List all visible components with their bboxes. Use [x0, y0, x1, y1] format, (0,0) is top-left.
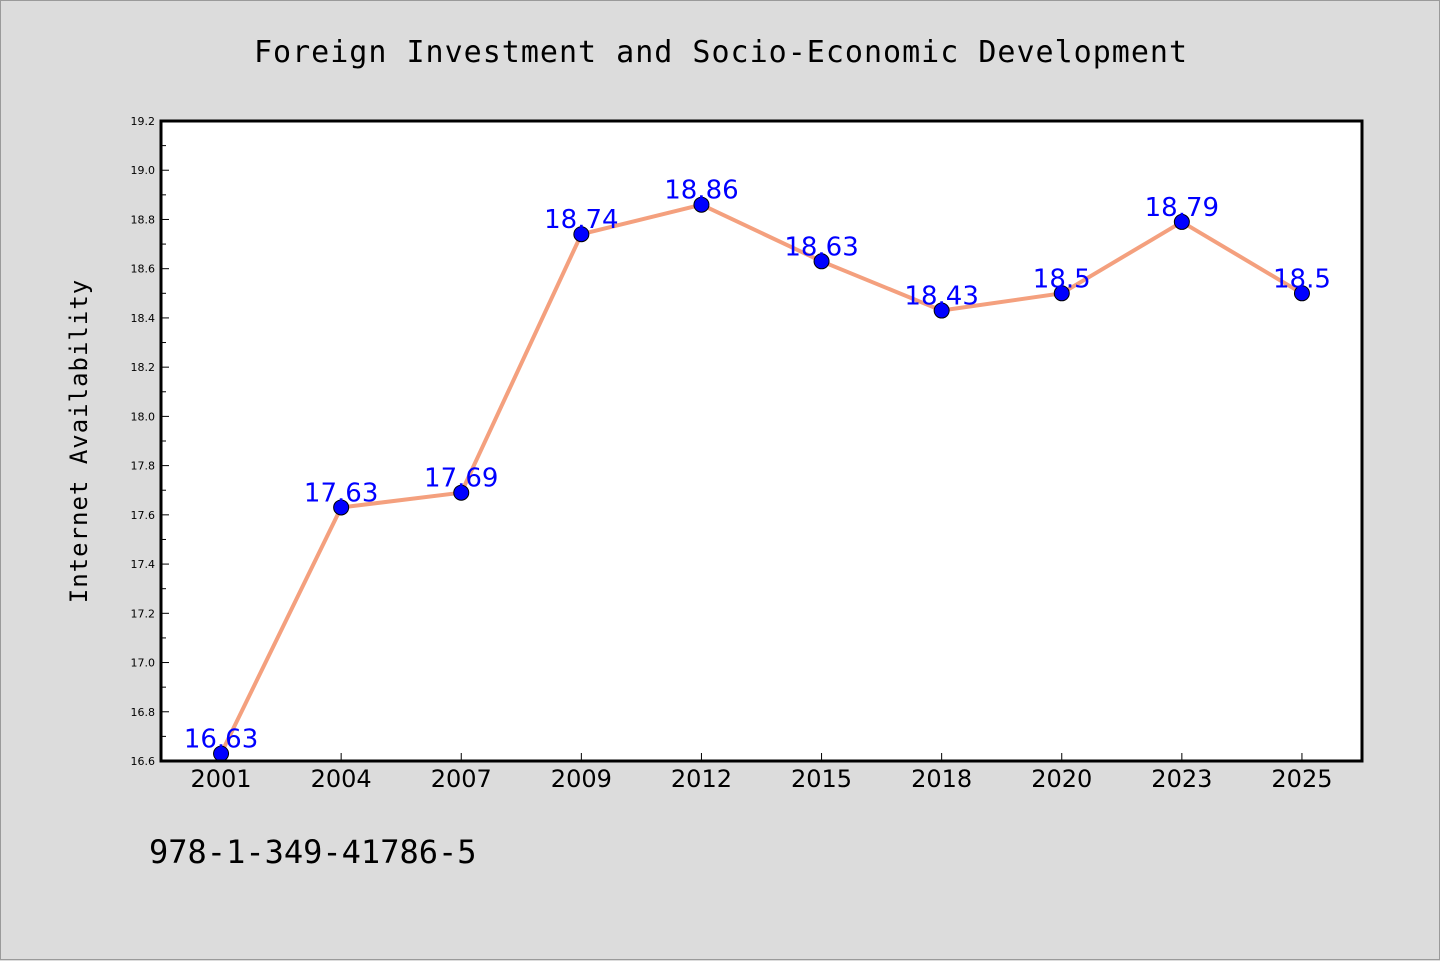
data-point [453, 484, 470, 501]
series-line [219, 202, 1303, 755]
y-tick-label: 18.8 [131, 213, 156, 226]
data-point [813, 253, 830, 270]
data-label: 18.74 [544, 205, 618, 235]
y-tick-label: 19.0 [131, 164, 156, 177]
x-tick-label: 2018 [911, 765, 972, 793]
x-tick-label: 2025 [1271, 765, 1332, 793]
data-label: 17.69 [424, 464, 498, 494]
data-point [693, 196, 710, 213]
x-tick-label: 2001 [191, 765, 252, 793]
x-tick-label: 2020 [1031, 765, 1092, 793]
data-label: 18.79 [1145, 193, 1219, 223]
x-tick-label: 2009 [551, 765, 612, 793]
y-tick-label: 18.2 [131, 361, 156, 374]
chart-title: Foreign Investment and Socio-Economic De… [253, 35, 1188, 70]
y-tick-label: 16.8 [131, 706, 156, 719]
y-axis-label: Internet Availability [65, 279, 93, 603]
y-tick-label: 17.8 [131, 460, 156, 473]
data-label: 17.63 [304, 478, 378, 508]
data-label: 18.5 [1273, 264, 1331, 294]
y-tick-label: 18.6 [131, 263, 156, 276]
y-tick-label: 19.2 [131, 115, 156, 128]
data-label: 16.63 [184, 725, 258, 755]
y-tick-label: 16.6 [131, 755, 156, 768]
plot-border [159, 119, 1364, 763]
data-point [573, 226, 590, 243]
y-tick-label: 18.0 [131, 410, 156, 423]
y-tick-label: 18.4 [131, 312, 156, 325]
data-point [1173, 213, 1190, 230]
data-label: 18.43 [904, 282, 978, 312]
data-label: 18.63 [784, 232, 858, 262]
isbn-text: 978-1-349-41786-5 [149, 833, 477, 871]
x-tick-label: 2004 [311, 765, 372, 793]
data-label: 18.86 [664, 176, 738, 206]
x-tick-label: 2023 [1151, 765, 1212, 793]
y-tick-label: 17.2 [131, 607, 156, 620]
data-point [1053, 285, 1070, 302]
plot-area [161, 121, 1362, 761]
y-tick-label: 17.0 [131, 657, 156, 670]
data-point [333, 499, 350, 516]
y-tick-label: 17.6 [131, 509, 156, 522]
x-tick-label: 2012 [671, 765, 732, 793]
x-tick-label: 2015 [791, 765, 852, 793]
data-point [1293, 285, 1310, 302]
data-point [933, 302, 950, 319]
y-tick-label: 17.4 [131, 558, 156, 571]
data-label: 18.5 [1033, 264, 1091, 294]
x-tick-label: 2007 [431, 765, 492, 793]
